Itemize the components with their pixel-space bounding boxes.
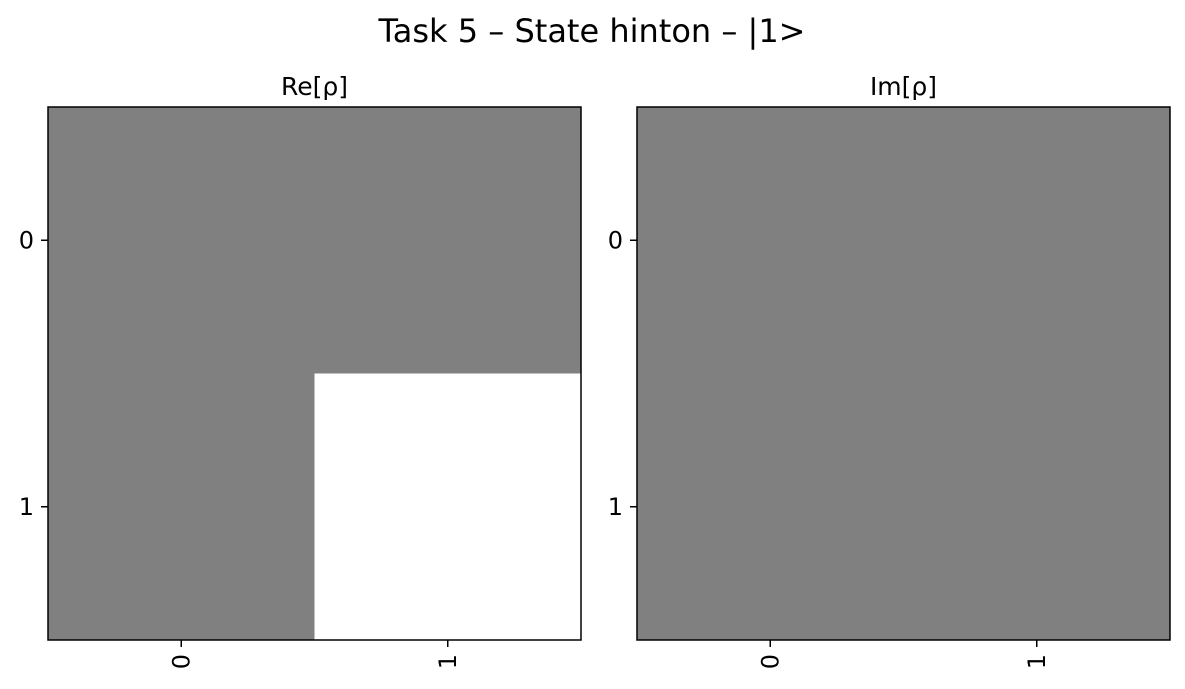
real-panel-title: Re[ρ] [281, 72, 348, 101]
real-cell-0-0 [48, 107, 315, 374]
imag-x-tick-label-0: 0 [756, 654, 784, 669]
real-x-tick-label-1: 1 [434, 654, 462, 669]
imag-y-tick-label-0: 0 [608, 226, 623, 254]
real-cell-1-0 [48, 373, 315, 641]
imag-panel-title: Im[ρ] [870, 72, 937, 101]
real-y-tick-label-1: 1 [19, 493, 34, 521]
real-y-tick-label-0: 0 [19, 226, 34, 254]
panel-real-part: Re[ρ] 0 1 0 1 [19, 72, 582, 669]
real-axes-frame [47, 106, 582, 641]
imag-cell-1-1 [903, 373, 1171, 641]
panel-imaginary-part: Im[ρ] 0 1 0 1 [608, 72, 1171, 669]
figure-title: Task 5 – State hinton – |1> [378, 12, 806, 50]
imag-axes-frame [636, 106, 1171, 641]
imag-cell-0-0 [637, 107, 904, 374]
real-x-tick-label-0: 0 [167, 654, 195, 669]
real-cell-0-1 [314, 107, 582, 374]
imag-cell-0-1 [903, 107, 1171, 374]
imag-cell-1-0 [637, 373, 904, 641]
real-cell-1-1 [314, 373, 582, 641]
imag-y-tick-label-1: 1 [608, 493, 623, 521]
imag-x-tick-label-1: 1 [1023, 654, 1051, 669]
